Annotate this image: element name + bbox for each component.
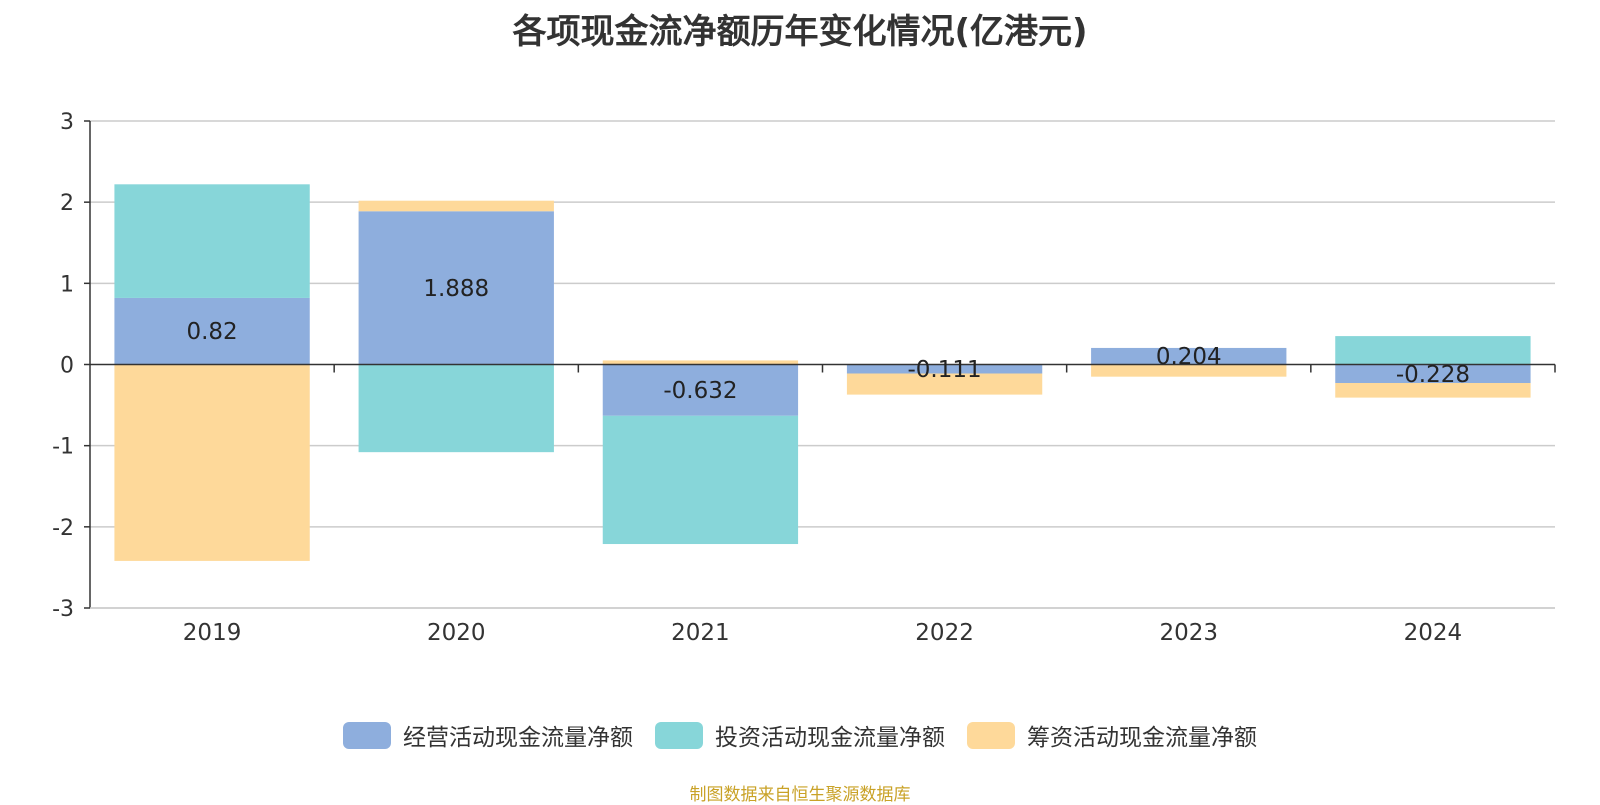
legend-swatch <box>967 721 1015 749</box>
axes: -3 -2 -1 0 1 2 3 2019 2020 2021 2022 2023 2024 <box>52 110 1556 646</box>
legend-item[interactable]: 经营活动现金流量净额 <box>343 718 633 752</box>
bar-segment <box>846 364 1043 374</box>
chart-title: 各项现金流净额历年变化情况(亿港元) <box>512 12 1088 52</box>
bar-segment <box>1335 336 1531 365</box>
bar-segment <box>602 360 799 365</box>
legend-swatch <box>655 721 703 749</box>
legend-swatch <box>343 721 391 749</box>
bar-segment <box>1335 364 1531 384</box>
legend-label: 经营活动现金流量净额 <box>403 725 633 751</box>
x-tick-label: 2020 <box>427 620 486 646</box>
legend: 经营活动现金流量净额 投资活动现金流量净额 筹资活动现金流量净额 <box>0 718 1600 752</box>
legend-label: 筹资活动现金流量净额 <box>1027 725 1257 751</box>
data-labels: 0.82 1.888 -0.632 -0.111 0.204 -0.228 <box>186 276 1470 404</box>
y-tick-label: 0 <box>60 354 74 379</box>
data-label: -0.111 <box>908 357 982 383</box>
data-label: -0.632 <box>663 378 737 404</box>
x-tick-label: 2019 <box>183 620 242 646</box>
bar-segment <box>114 297 310 365</box>
bar-segment <box>1335 383 1531 398</box>
data-label: -0.228 <box>1396 362 1470 388</box>
legend-label: 投资活动现金流量净额 <box>715 725 945 751</box>
bar-segment <box>358 364 554 453</box>
y-tick-label: 3 <box>60 110 74 135</box>
bar-segment <box>358 200 554 212</box>
x-tick-label: 2021 <box>671 620 730 646</box>
source-note: 制图数据来自恒生聚源数据库 <box>689 785 911 805</box>
bar-segment <box>846 373 1043 395</box>
legend-item[interactable]: 投资活动现金流量净额 <box>655 718 945 752</box>
legend-item[interactable]: 筹资活动现金流量净额 <box>967 718 1257 752</box>
x-tick-label: 2023 <box>1159 620 1218 646</box>
y-tick-label: 1 <box>60 272 74 297</box>
bar-segment <box>1091 347 1287 365</box>
bar-segment <box>602 415 799 545</box>
bar-segment <box>114 364 310 561</box>
y-tick-label: -2 <box>52 516 74 541</box>
y-tick-label: -3 <box>52 597 74 622</box>
bar-segment <box>358 211 554 365</box>
data-label: 0.204 <box>1156 344 1222 370</box>
data-label: 1.888 <box>423 276 489 302</box>
stacked-bar-chart: -3 -2 -1 0 1 2 3 2019 2020 2021 2022 2023 2024 0.82 1… <box>52 110 1556 646</box>
y-tick-label: 2 <box>60 191 74 216</box>
bar-segment <box>602 364 799 416</box>
x-tick-label: 2024 <box>1404 620 1463 646</box>
x-tick-label: 2022 <box>915 620 974 646</box>
bar-segment <box>1091 364 1287 377</box>
bars <box>114 184 1531 561</box>
data-label: 0.82 <box>186 319 237 345</box>
y-tick-label: -1 <box>52 435 74 460</box>
bar-segment <box>114 184 310 298</box>
